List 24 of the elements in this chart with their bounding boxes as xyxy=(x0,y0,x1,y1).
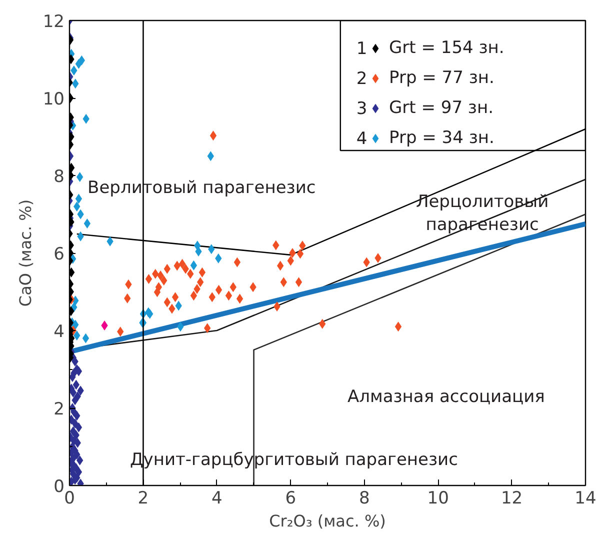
x-axis-title: Cr₂O₃ (мас. %) xyxy=(269,512,386,530)
annotation: Алмазная ассоциация xyxy=(348,387,545,408)
x-tick-label: 6 xyxy=(285,488,296,508)
x-tick-label: 2 xyxy=(138,488,149,508)
x-tick-label: 12 xyxy=(500,488,523,508)
legend-label: Grt = 97 зн. xyxy=(389,97,494,120)
legend-label: Prp = 77 зн. xyxy=(389,67,494,90)
x-tick-label: 4 xyxy=(212,488,222,508)
x-tick-label: 8 xyxy=(358,488,370,508)
y-tick-label: 4 xyxy=(54,322,65,342)
y-tick-label: 6 xyxy=(54,244,65,264)
annotation: 3 xyxy=(356,99,368,119)
x-tick-label: 10 xyxy=(427,488,449,508)
y-axis-title: CaO (мас. %) xyxy=(16,199,35,307)
x-tick-label: 14 xyxy=(574,488,596,508)
legend-label: Prp = 34 зн. xyxy=(389,127,494,150)
y-tick-label: 10 xyxy=(42,90,65,110)
y-tick-label: 2 xyxy=(54,400,65,420)
y-tick-label: 8 xyxy=(54,167,65,187)
y-tick-label: 12 xyxy=(42,12,65,32)
annotation: 4 xyxy=(356,129,368,149)
annotation: 2 xyxy=(356,69,368,89)
legend-label: Grt = 154 зн. xyxy=(389,37,504,60)
annotation: 1 xyxy=(356,39,368,59)
